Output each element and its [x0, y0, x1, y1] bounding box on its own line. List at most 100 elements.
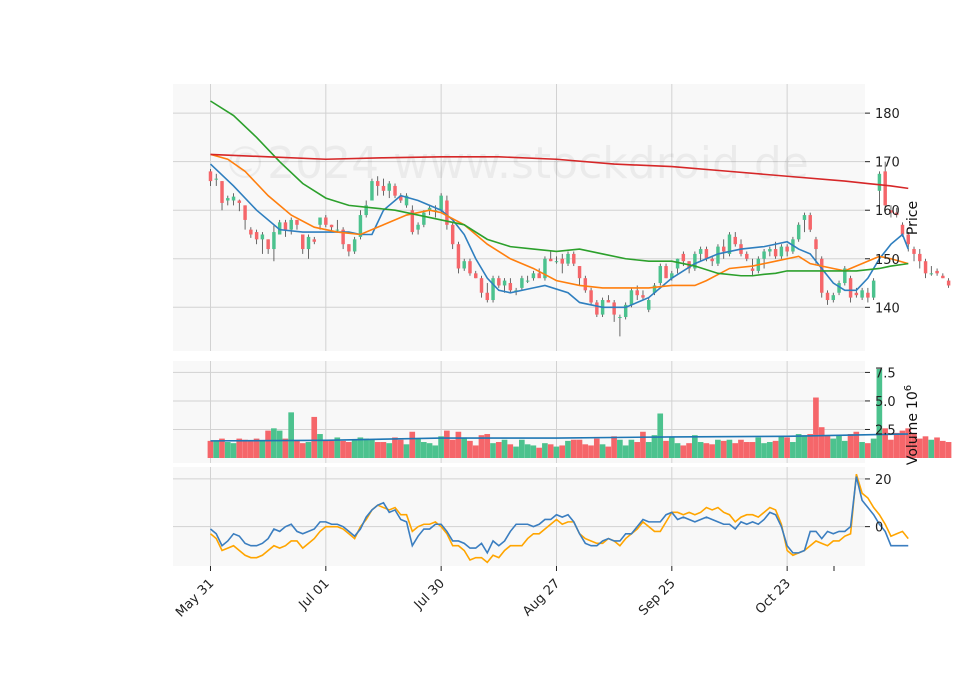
volume-bar — [582, 444, 589, 458]
volume-bar — [444, 430, 450, 458]
candle-body — [439, 195, 443, 211]
volume-bar — [513, 446, 519, 458]
candle-body — [537, 273, 541, 279]
volume-bar — [726, 439, 733, 458]
volume-bar — [939, 440, 946, 458]
volume-bar — [605, 446, 612, 458]
volume-bar — [795, 434, 802, 458]
volume-bar — [386, 443, 393, 458]
volume-bar — [461, 437, 467, 458]
volume-bar — [611, 436, 617, 458]
volume-bar — [415, 438, 421, 458]
volume-bar — [467, 440, 473, 458]
candle-body — [474, 273, 478, 279]
volume-bar — [899, 430, 906, 458]
candle-body — [733, 236, 737, 245]
y-tick-label: 7.5 — [875, 366, 896, 381]
volume-axis-label: Volume106 — [903, 385, 921, 465]
volume-bar — [888, 439, 894, 458]
candle-body — [825, 292, 830, 301]
candle-body — [277, 222, 282, 235]
candle-body — [745, 253, 749, 259]
candle-body — [618, 317, 622, 319]
candle-body — [710, 258, 714, 262]
y-tick-label: 150 — [875, 253, 900, 268]
candle-body — [347, 244, 351, 252]
candle-body — [681, 253, 686, 262]
volume-bar — [553, 446, 560, 458]
candle-body — [641, 295, 645, 298]
candle-body — [929, 273, 934, 275]
y-tick-label: 20 — [875, 473, 892, 488]
candle-body — [266, 239, 270, 250]
candle-body — [249, 229, 253, 235]
volume-bar — [547, 444, 554, 458]
candle-body — [664, 266, 668, 279]
volume-bar — [542, 443, 548, 458]
candle-body — [231, 196, 236, 201]
volume-bar — [853, 431, 860, 458]
volume-bar — [911, 434, 917, 458]
candle-body — [393, 185, 397, 196]
x-tick-label: Sep 25 — [636, 576, 679, 619]
x-tick-label: Aug 27 — [520, 576, 563, 619]
y-tick-label: 180 — [875, 107, 900, 122]
volume-bar — [403, 444, 410, 458]
x-tick-label: May 31 — [173, 576, 217, 620]
volume-bar — [807, 434, 813, 458]
volume-bar — [322, 440, 329, 458]
volume-bar — [680, 445, 687, 458]
candle-body — [894, 212, 899, 216]
volume-bar — [536, 447, 542, 458]
volume-bar — [715, 439, 721, 458]
volume-bar — [599, 444, 606, 458]
candle-body — [543, 258, 547, 279]
volume-bar — [478, 435, 485, 458]
candle-body — [497, 278, 501, 286]
candle-body — [548, 258, 553, 262]
candle-body — [335, 229, 340, 231]
volume-bar — [311, 416, 318, 458]
candle-body — [387, 183, 391, 191]
candle-body — [243, 205, 247, 220]
volume-bar — [213, 440, 220, 458]
volume-bar — [346, 442, 352, 458]
candle-body — [295, 219, 299, 225]
oscillator-line — [209, 476, 909, 555]
candle-body — [589, 290, 593, 303]
volume-bar — [686, 443, 692, 458]
volume-bar — [859, 442, 865, 458]
volume-bar — [449, 439, 456, 458]
volume-bar — [495, 442, 502, 458]
candle-body — [301, 234, 305, 250]
volume-bar — [259, 440, 266, 458]
candle-body — [520, 278, 524, 288]
candle-body — [820, 258, 824, 293]
volume-bar — [709, 444, 715, 458]
candle-body — [341, 229, 345, 245]
moving-average-line — [210, 100, 909, 277]
candle-body — [324, 217, 328, 225]
volume-bar — [305, 442, 312, 458]
volume-bar — [426, 443, 433, 458]
volume-bar — [703, 443, 710, 458]
candle-body — [750, 268, 755, 271]
candle-body — [289, 219, 293, 230]
volume-bar — [738, 439, 744, 458]
volume-bars — [207, 368, 952, 458]
volume-bar — [593, 438, 600, 458]
volume-bar — [224, 442, 231, 458]
volume-bar — [836, 435, 842, 458]
candle-body — [612, 302, 616, 315]
candle-body — [808, 215, 812, 230]
candle-body — [647, 300, 651, 310]
volume-bar — [374, 442, 381, 458]
volume-bar — [420, 442, 427, 458]
candle-body — [583, 278, 588, 291]
candle-body — [485, 292, 490, 301]
volume-bar — [397, 439, 404, 458]
volume-bar — [674, 443, 681, 458]
candle-body — [427, 207, 432, 211]
moving-average-lines — [209, 100, 909, 309]
moving-average-line — [210, 153, 909, 190]
